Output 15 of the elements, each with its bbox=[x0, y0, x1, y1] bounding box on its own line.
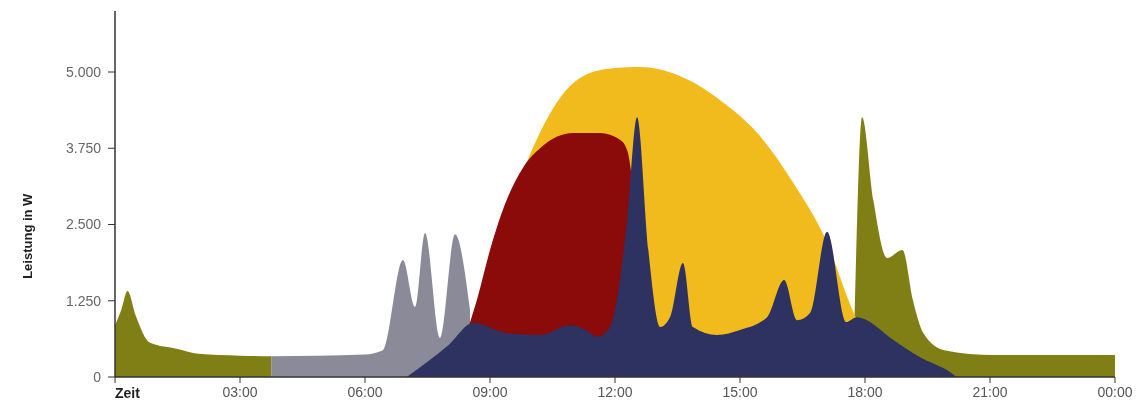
x-tick-label: 21:00 bbox=[972, 384, 1008, 400]
y-tick-label: 3.750 bbox=[65, 140, 102, 157]
y-axis-title: Leistung in W bbox=[20, 192, 35, 279]
x-axis-title: Zeit bbox=[115, 385, 141, 401]
y-tick-label: 2.500 bbox=[65, 216, 102, 233]
x-tick-label: 18:00 bbox=[847, 384, 883, 400]
x-tick-label: 06:00 bbox=[347, 384, 383, 400]
y-tick-label: 0 bbox=[93, 368, 102, 385]
x-tick-label: 15:00 bbox=[722, 384, 758, 400]
y-tick-label: 1.250 bbox=[65, 292, 102, 309]
y-tick-label: 5.000 bbox=[65, 63, 102, 80]
x-tick-label: 12:00 bbox=[597, 384, 633, 400]
x-tick-label: 03:00 bbox=[222, 384, 258, 400]
x-tick-label: 00:00 bbox=[1097, 384, 1133, 400]
x-tick-label: 09:00 bbox=[472, 384, 508, 400]
